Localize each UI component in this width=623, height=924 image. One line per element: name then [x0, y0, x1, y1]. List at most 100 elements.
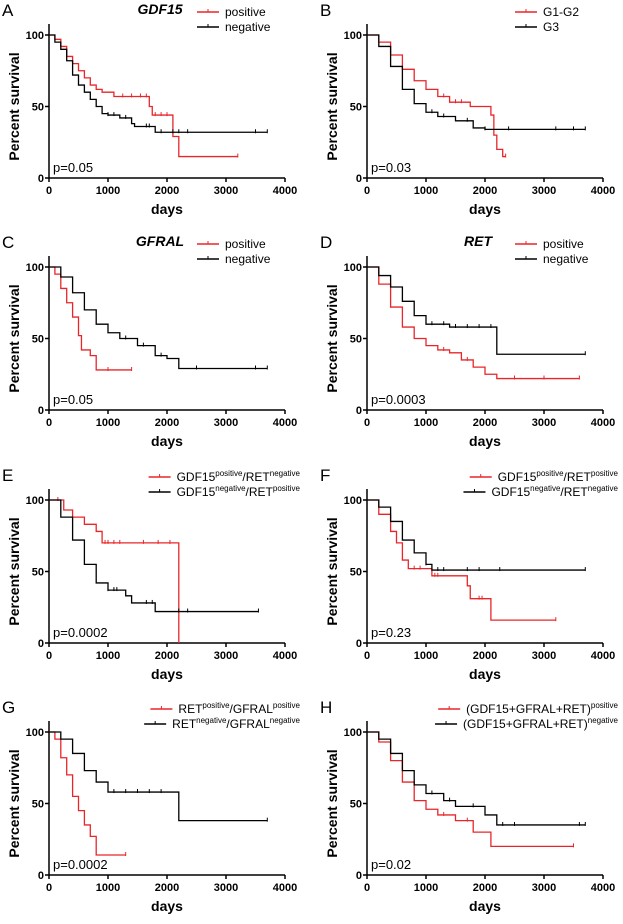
x-tick-label: 4000: [273, 185, 297, 197]
panel-letter: F: [320, 466, 330, 485]
survival-curve-black: [367, 731, 586, 826]
x-tick-label: 3000: [214, 882, 238, 894]
legend-text: /GFRAL: [230, 702, 274, 716]
legend-superscript: positive: [536, 469, 564, 478]
p-value: p=0.23: [371, 625, 411, 640]
legend-superscript: negative: [270, 716, 301, 725]
y-axis-label: Percent survival: [6, 517, 22, 625]
x-axis-label: days: [469, 433, 501, 449]
y-tick-label: 50: [32, 102, 44, 114]
legend-superscript: positive: [202, 701, 230, 710]
x-tick-label: 2000: [473, 185, 497, 197]
y-tick-label: 50: [350, 102, 362, 114]
survival-curve-black: [49, 731, 268, 822]
x-tick-label: 3000: [214, 417, 238, 429]
x-axis-label: days: [151, 898, 183, 914]
panel-letter: H: [320, 698, 332, 717]
x-axis-label: days: [151, 666, 183, 682]
legend-superscript: positive: [591, 469, 619, 478]
x-tick-label: 0: [364, 882, 370, 894]
x-tick-label: 0: [364, 185, 370, 197]
legend-label: (GDF15+GFRAL+RET)positive: [466, 701, 618, 716]
x-tick-label: 1000: [414, 417, 438, 429]
legend-superscript: negative: [270, 469, 301, 478]
chart-title: RET: [464, 233, 493, 249]
x-tick-label: 0: [364, 417, 370, 429]
x-tick-label: 3000: [214, 650, 238, 662]
legend-text: G3: [543, 20, 559, 34]
legend-text: positive: [225, 237, 266, 251]
panel-letter: A: [2, 1, 14, 20]
x-tick-label: 0: [46, 650, 52, 662]
x-tick-label: 1000: [96, 185, 120, 197]
y-tick-label: 50: [350, 567, 362, 579]
legend-label: GDF15positive/RETpositive: [498, 469, 619, 484]
y-tick-label: 0: [38, 638, 44, 650]
p-value: p=0.0002: [53, 857, 108, 872]
y-tick-label: 50: [32, 567, 44, 579]
x-tick-label: 2000: [155, 185, 179, 197]
y-tick-label: 100: [26, 30, 44, 42]
y-tick-label: 0: [356, 173, 362, 185]
y-axis-label: Percent survival: [324, 517, 340, 625]
y-axis-label: Percent survival: [6, 749, 22, 857]
legend-text: (GDF15+GFRAL+RET): [463, 717, 588, 731]
x-tick-label: 4000: [591, 417, 615, 429]
survival-curve-red: [367, 266, 580, 380]
x-tick-label: 1000: [414, 650, 438, 662]
survival-curve-black: [49, 266, 268, 370]
y-axis-label: Percent survival: [324, 52, 340, 160]
legend-text: GDF15: [177, 485, 216, 499]
x-tick-label: 2000: [473, 882, 497, 894]
legend-text: /GFRAL: [226, 717, 270, 731]
x-tick-label: 0: [46, 417, 52, 429]
x-tick-label: 1000: [96, 417, 120, 429]
x-tick-label: 0: [46, 185, 52, 197]
x-axis-label: days: [469, 201, 501, 217]
survival-curve-black: [367, 499, 586, 571]
x-axis-label: days: [151, 201, 183, 217]
x-axis-label: days: [151, 433, 183, 449]
y-tick-label: 50: [350, 334, 362, 346]
chart-title: GFRAL: [136, 233, 184, 249]
legend-superscript: positive: [215, 469, 243, 478]
survival-curve-red: [367, 731, 574, 848]
legend-text: /RET: [560, 485, 588, 499]
legend-text: negative: [225, 20, 271, 34]
y-tick-label: 0: [38, 405, 44, 417]
legend-superscript: positive: [591, 701, 619, 710]
panel-letter: G: [2, 698, 15, 717]
y-tick-label: 50: [350, 799, 362, 811]
x-axis-label: days: [469, 666, 501, 682]
x-tick-label: 4000: [591, 185, 615, 197]
legend-text: G1-G2: [543, 5, 579, 19]
x-tick-label: 2000: [473, 650, 497, 662]
x-tick-label: 1000: [414, 882, 438, 894]
survival-curve-black: [49, 34, 268, 133]
x-tick-label: 1000: [96, 650, 120, 662]
y-tick-label: 100: [26, 727, 44, 739]
panel-letter: D: [320, 233, 332, 252]
p-value: p=0.03: [371, 160, 411, 175]
x-tick-label: 3000: [214, 185, 238, 197]
x-tick-label: 3000: [532, 650, 556, 662]
legend-label: GDF15negative/RETpositive: [177, 484, 301, 499]
chart-title: GDF15: [137, 1, 182, 17]
p-value: p=0.0003: [371, 392, 426, 407]
x-tick-label: 2000: [155, 417, 179, 429]
legend-text: negative: [225, 252, 271, 266]
x-tick-label: 2000: [155, 882, 179, 894]
legend-label: RETpositive/GFRALpositive: [178, 701, 300, 716]
x-tick-label: 4000: [591, 882, 615, 894]
y-tick-label: 100: [344, 30, 362, 42]
legend-text: RET: [178, 702, 203, 716]
y-tick-label: 0: [356, 638, 362, 650]
y-axis-label: Percent survival: [324, 749, 340, 857]
legend-superscript: negative: [588, 484, 619, 493]
